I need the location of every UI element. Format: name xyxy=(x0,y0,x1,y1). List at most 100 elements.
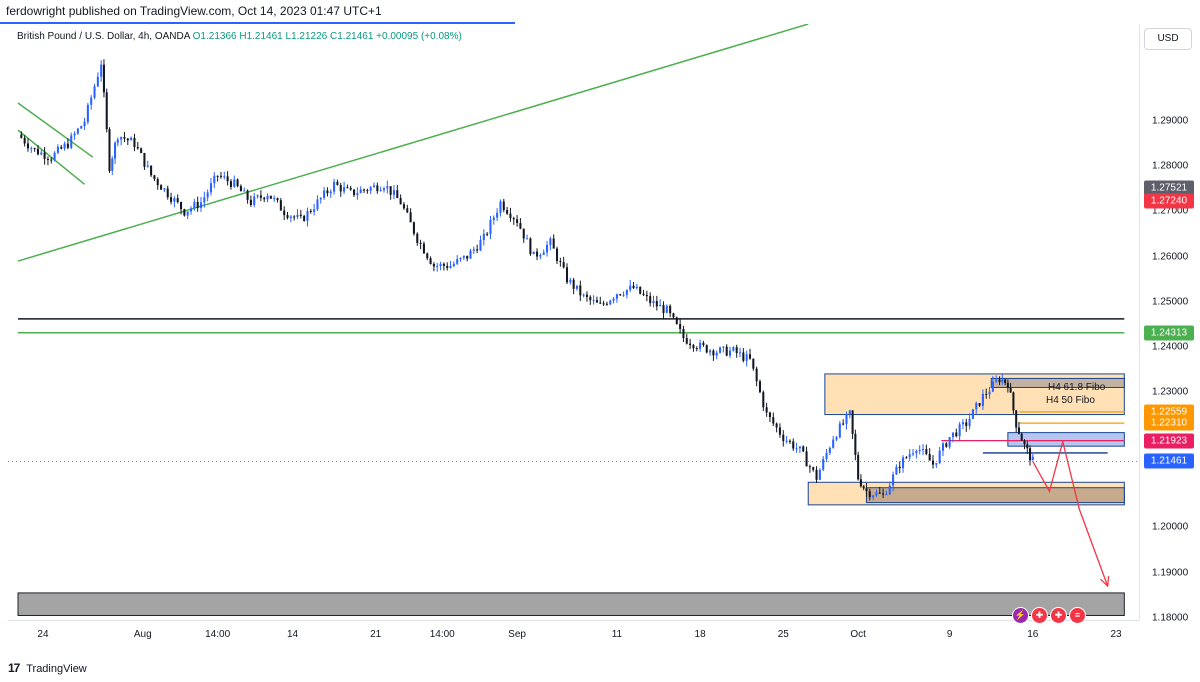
candle-body xyxy=(752,358,755,369)
candle-body xyxy=(326,190,329,194)
supply-inner-zone xyxy=(990,377,1125,388)
candle-body xyxy=(912,453,915,455)
candle-body xyxy=(426,253,429,259)
candle-body xyxy=(193,201,196,209)
candle-body xyxy=(120,137,123,140)
lightning-icon[interactable]: ⚡ xyxy=(1012,607,1029,624)
candle-body xyxy=(1012,392,1015,411)
candle-body xyxy=(114,142,117,159)
candle-body xyxy=(895,466,898,475)
candle-body xyxy=(353,189,356,195)
candle-body xyxy=(792,441,795,449)
candle-body xyxy=(762,392,765,408)
price-tick-label: 1.18000 xyxy=(1152,612,1189,624)
currency-button[interactable]: USD xyxy=(1144,28,1192,50)
candle-body xyxy=(542,252,545,255)
candle-body xyxy=(546,245,549,253)
candle-body xyxy=(682,328,685,339)
economic-events[interactable]: ⚡ ✚ ✚ ≡ xyxy=(1012,607,1086,625)
candle-body xyxy=(333,181,336,192)
candle-body xyxy=(785,440,788,442)
candle-body xyxy=(639,286,642,294)
candle-body xyxy=(862,486,865,489)
candle-body xyxy=(50,159,53,161)
candle-body xyxy=(655,300,658,307)
time-tick-label: 18 xyxy=(694,629,706,640)
candle-body xyxy=(386,186,389,189)
candle-body xyxy=(888,485,891,495)
falling-channel-upper xyxy=(17,102,94,158)
candle-body xyxy=(692,345,695,349)
candle-body xyxy=(502,201,505,211)
candle-body xyxy=(343,187,346,192)
candle-body xyxy=(1023,440,1026,445)
candle-body xyxy=(130,137,133,141)
candle-body xyxy=(615,294,618,299)
candle-body xyxy=(246,190,249,200)
candle-body xyxy=(33,148,36,150)
time-tick-label: Oct xyxy=(850,629,866,640)
uk-flag-icon[interactable]: ✚ xyxy=(1031,607,1048,624)
candle-body xyxy=(645,294,648,297)
candle-body xyxy=(23,137,26,144)
candle-body xyxy=(43,152,46,159)
candle-body xyxy=(223,176,226,178)
chart-area[interactable] xyxy=(8,24,1139,620)
time-tick-label: 11 xyxy=(611,629,623,640)
time-axis[interactable]: 24 Aug 14:00 14 21 14:00 Sep 11 18 25 Oct 9 16 23 xyxy=(8,620,1139,658)
candle-body xyxy=(772,417,775,424)
candle-body xyxy=(758,381,762,393)
candle-body xyxy=(672,313,675,318)
candle-body xyxy=(266,195,269,200)
candle-body xyxy=(96,76,99,87)
candle-body xyxy=(539,254,542,257)
candle-body xyxy=(382,188,386,191)
candle-body xyxy=(808,466,811,468)
us-flag-icon[interactable]: ≡ xyxy=(1069,607,1086,624)
candle-body xyxy=(269,195,272,199)
candle-body xyxy=(842,423,845,425)
candle-body xyxy=(1006,382,1009,388)
candle-body xyxy=(479,240,482,251)
candle-body xyxy=(100,64,103,77)
candle-body xyxy=(958,424,961,437)
candle-body xyxy=(679,323,682,329)
candle-body xyxy=(363,189,366,191)
price-tag-label: 1.27521 xyxy=(1144,180,1194,196)
candle-body xyxy=(519,222,522,229)
candle-body xyxy=(366,190,369,192)
time-tick-label: 24 xyxy=(37,629,49,640)
price-tick-label: 1.25000 xyxy=(1152,296,1189,308)
price-tag-label: 1.22310 xyxy=(1144,415,1194,431)
candle-body xyxy=(585,294,588,297)
candle-body xyxy=(529,238,532,255)
projection-path xyxy=(1032,441,1109,587)
tradingview-logo-icon: 17 xyxy=(8,661,20,675)
candle-body xyxy=(925,449,928,454)
candle-body xyxy=(180,201,183,210)
candle-body xyxy=(293,216,296,218)
candle-body xyxy=(719,347,722,353)
candle-body xyxy=(459,257,462,260)
candle-body xyxy=(319,197,322,200)
candle-body xyxy=(469,250,472,259)
candle-body xyxy=(715,352,718,356)
candle-body xyxy=(622,294,625,296)
candle-body xyxy=(412,222,415,234)
price-axis[interactable]: 1.29000 1.28000 1.27000 1.26000 1.25000 1.240… xyxy=(1139,24,1200,624)
fibo-618-label: H4 61.8 Fibo xyxy=(1048,382,1106,393)
candle-body xyxy=(396,190,399,199)
close-value: C1.21461 xyxy=(330,31,374,42)
candle-body xyxy=(369,187,372,191)
candle-body xyxy=(562,262,565,268)
candle-body xyxy=(695,348,698,350)
candle-body xyxy=(249,199,252,206)
candle-body xyxy=(589,296,592,301)
candle-body xyxy=(892,474,895,486)
candle-body xyxy=(1026,444,1029,449)
candle-body xyxy=(499,201,502,213)
candle-body xyxy=(73,133,76,136)
candle-body xyxy=(575,285,579,289)
uk-flag-icon[interactable]: ✚ xyxy=(1050,607,1067,624)
price-chart[interactable] xyxy=(8,24,1139,620)
